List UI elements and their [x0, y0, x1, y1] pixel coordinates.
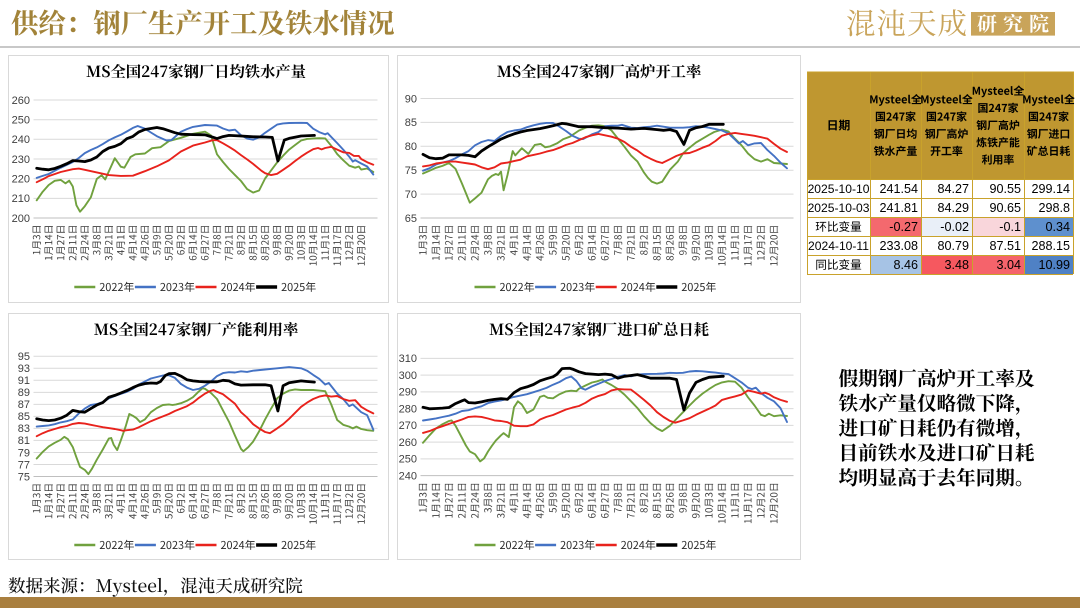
svg-text:83: 83	[18, 423, 30, 435]
svg-text:81: 81	[18, 435, 30, 447]
svg-text:260: 260	[399, 437, 417, 449]
svg-text:89: 89	[18, 387, 30, 399]
svg-text:241.54: 241.54	[879, 182, 918, 196]
svg-text:250: 250	[399, 454, 417, 466]
svg-text:298.8: 298.8	[1038, 201, 1070, 215]
svg-text:-0.02: -0.02	[940, 220, 969, 234]
svg-text:3.04: 3.04	[996, 258, 1021, 272]
svg-text:210: 210	[12, 193, 30, 205]
svg-text:241.81: 241.81	[879, 201, 918, 215]
svg-text:-0.27: -0.27	[889, 220, 918, 234]
svg-text:77: 77	[18, 459, 30, 471]
svg-text:250: 250	[12, 115, 30, 127]
svg-text:233.08: 233.08	[879, 239, 918, 253]
svg-text:93: 93	[18, 363, 30, 375]
svg-text:-0.1: -0.1	[999, 220, 1021, 234]
svg-text:80.79: 80.79	[937, 239, 969, 253]
svg-text:90.55: 90.55	[989, 182, 1021, 196]
svg-text:85: 85	[18, 411, 30, 423]
svg-text:79: 79	[18, 447, 30, 459]
svg-text:65: 65	[405, 213, 417, 225]
svg-text:84.29: 84.29	[937, 201, 969, 215]
svg-text:8.46: 8.46	[893, 258, 918, 272]
svg-text:90.65: 90.65	[989, 201, 1021, 215]
svg-text:288.15: 288.15	[1031, 239, 1070, 253]
svg-text:300: 300	[399, 370, 417, 382]
svg-text:91: 91	[18, 375, 30, 387]
svg-text:10.99: 10.99	[1038, 258, 1070, 272]
svg-text:2025-10-10: 2025-10-10	[808, 182, 870, 196]
svg-text:0.34: 0.34	[1045, 220, 1070, 234]
svg-text:95: 95	[18, 351, 30, 363]
svg-text:260: 260	[12, 95, 30, 107]
svg-text:290: 290	[399, 387, 417, 399]
svg-text:84.27: 84.27	[937, 182, 969, 196]
svg-text:3.48: 3.48	[944, 258, 969, 272]
svg-text:75: 75	[18, 471, 30, 483]
svg-text:87: 87	[18, 399, 30, 411]
svg-text:220: 220	[12, 174, 30, 186]
svg-text:70: 70	[405, 189, 417, 201]
svg-text:280: 280	[399, 403, 417, 415]
svg-text:2024-10-11: 2024-10-11	[808, 239, 869, 253]
svg-text:230: 230	[12, 154, 30, 166]
svg-text:240: 240	[399, 470, 417, 482]
svg-text:90: 90	[405, 93, 417, 105]
svg-text:270: 270	[399, 420, 417, 432]
svg-text:85: 85	[405, 117, 417, 129]
svg-text:240: 240	[12, 134, 30, 146]
svg-text:2025-10-03: 2025-10-03	[808, 201, 870, 215]
svg-text:200: 200	[12, 213, 30, 225]
svg-text:80: 80	[405, 141, 417, 153]
svg-text:299.14: 299.14	[1031, 182, 1070, 196]
svg-text:310: 310	[399, 353, 417, 365]
svg-text:75: 75	[405, 165, 417, 177]
svg-text:87.51: 87.51	[989, 239, 1021, 253]
